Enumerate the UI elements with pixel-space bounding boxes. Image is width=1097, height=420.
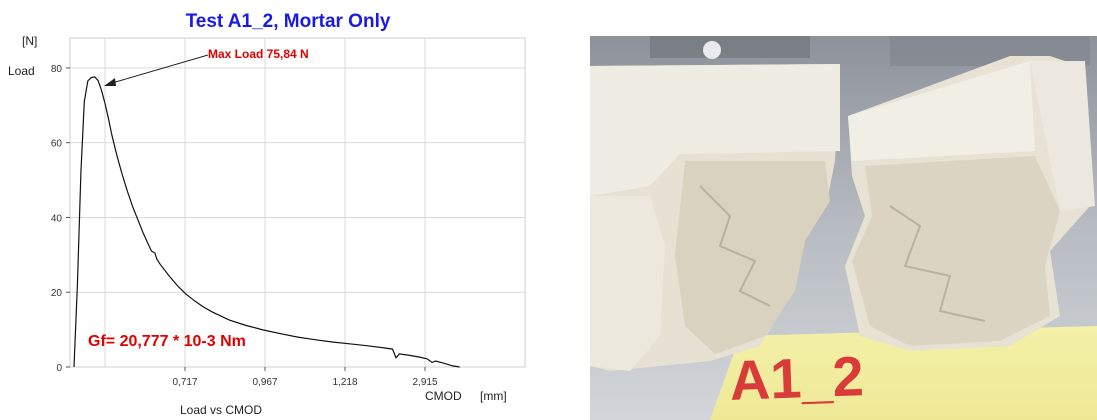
specimen-photo: A1_2 (590, 36, 1097, 420)
grid (70, 38, 525, 368)
y-ticks: 0 20 40 60 80 (51, 64, 70, 374)
x-ticks: 0,717 0,967 1,218 2,915 (172, 367, 438, 388)
y-tick-label: 0 (56, 363, 62, 374)
x-tick-label: 0,967 (252, 377, 277, 388)
specimen-label: A1_2 (729, 344, 865, 412)
x-axis-unit: [mm] (480, 389, 507, 403)
plot-border (69, 37, 526, 368)
y-tick-label: 80 (51, 64, 63, 75)
y-axis-unit: [N] (22, 34, 37, 48)
plot-area (70, 38, 525, 367)
chart-title: Test A1_2, Mortar Only (186, 11, 391, 32)
y-tick-label: 20 (51, 288, 63, 299)
series-line-load (73, 76, 460, 368)
fracture-energy-annotation: Gf= 20,777 * 10-3 Nm (88, 333, 246, 350)
max-load-arrow (104, 54, 209, 86)
max-load-annotation: Max Load 75,84 N (208, 47, 309, 61)
x-axis-label: CMOD (425, 389, 462, 403)
x-tick-label: 1,218 (332, 377, 357, 388)
y-axis-label: Load (8, 64, 35, 78)
axes (66, 37, 526, 368)
specimen-illustration: A1_2 (590, 36, 1097, 420)
x-tick-label: 2,915 (412, 377, 437, 388)
y-tick-label: 60 (51, 139, 63, 150)
y-tick-label: 40 (51, 213, 63, 224)
x-tick-label: 0,717 (172, 377, 197, 388)
chart-subtitle: Load vs CMOD (180, 403, 262, 417)
specimen-right-half (845, 56, 1095, 351)
specimen-left-half (590, 64, 840, 371)
